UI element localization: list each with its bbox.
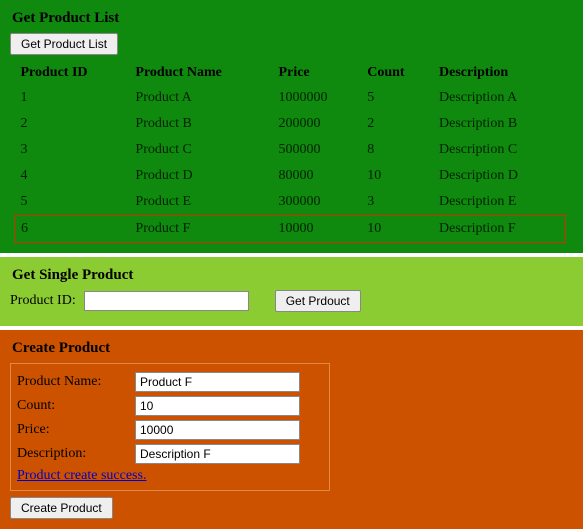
get-single-product-panel: Get Single Product Product ID: Get Prdou… xyxy=(0,257,583,326)
create-product-panel: Create Product Product Name: Count: Pric… xyxy=(0,330,583,529)
table-row[interactable]: 6Product F1000010Description F xyxy=(15,216,566,243)
col-description: Description xyxy=(433,61,565,85)
cell-count: 2 xyxy=(361,111,433,137)
cell-desc: Description C xyxy=(433,137,565,163)
cell-price: 10000 xyxy=(273,216,362,243)
get-single-product-title: Get Single Product xyxy=(12,267,573,284)
cell-desc: Description A xyxy=(433,85,565,111)
cell-id: 2 xyxy=(15,111,130,137)
get-product-list-panel: Get Product List Get Product List Produc… xyxy=(0,0,583,253)
cell-id: 4 xyxy=(15,163,130,189)
cell-count: 8 xyxy=(361,137,433,163)
col-product-id: Product ID xyxy=(15,61,130,85)
product-name-input[interactable] xyxy=(135,372,300,392)
cell-id: 3 xyxy=(15,137,130,163)
product-id-input[interactable] xyxy=(84,291,249,311)
create-product-button[interactable]: Create Product xyxy=(10,497,113,519)
cell-name: Product D xyxy=(129,163,272,189)
col-product-name: Product Name xyxy=(129,61,272,85)
create-status-message: Product create success. xyxy=(17,468,146,483)
col-price: Price xyxy=(273,61,362,85)
product-table: Product ID Product Name Price Count Desc… xyxy=(14,61,566,243)
cell-desc: Description E xyxy=(433,189,565,216)
get-product-list-title: Get Product List xyxy=(12,10,573,27)
product-name-label: Product Name: xyxy=(17,374,127,390)
count-label: Count: xyxy=(17,398,127,414)
cell-name: Product E xyxy=(129,189,272,216)
table-row[interactable]: 2Product B2000002Description B xyxy=(15,111,566,137)
cell-price: 200000 xyxy=(273,111,362,137)
cell-id: 1 xyxy=(15,85,130,111)
cell-count: 10 xyxy=(361,216,433,243)
table-row[interactable]: 3Product C5000008Description C xyxy=(15,137,566,163)
cell-price: 300000 xyxy=(273,189,362,216)
cell-count: 5 xyxy=(361,85,433,111)
product-id-label: Product ID: xyxy=(10,293,76,309)
cell-id: 6 xyxy=(15,216,130,243)
cell-desc: Description F xyxy=(433,216,565,243)
count-input[interactable] xyxy=(135,396,300,416)
cell-name: Product C xyxy=(129,137,272,163)
table-row[interactable]: 4Product D8000010Description D xyxy=(15,163,566,189)
create-product-form: Product Name: Count: Price: Description:… xyxy=(10,363,330,491)
product-table-header-row: Product ID Product Name Price Count Desc… xyxy=(15,61,566,85)
description-input[interactable] xyxy=(135,444,300,464)
cell-desc: Description B xyxy=(433,111,565,137)
cell-name: Product A xyxy=(129,85,272,111)
cell-price: 500000 xyxy=(273,137,362,163)
cell-name: Product F xyxy=(129,216,272,243)
cell-price: 1000000 xyxy=(273,85,362,111)
cell-id: 5 xyxy=(15,189,130,216)
cell-name: Product B xyxy=(129,111,272,137)
get-product-button[interactable]: Get Prdouct xyxy=(275,290,361,312)
cell-count: 3 xyxy=(361,189,433,216)
get-product-list-button[interactable]: Get Product List xyxy=(10,33,118,55)
price-label: Price: xyxy=(17,422,127,438)
cell-desc: Description D xyxy=(433,163,565,189)
cell-count: 10 xyxy=(361,163,433,189)
table-row[interactable]: 1Product A10000005Description A xyxy=(15,85,566,111)
table-row[interactable]: 5Product E3000003Description E xyxy=(15,189,566,216)
col-count: Count xyxy=(361,61,433,85)
cell-price: 80000 xyxy=(273,163,362,189)
description-label: Description: xyxy=(17,446,127,462)
create-product-title: Create Product xyxy=(12,340,573,357)
price-input[interactable] xyxy=(135,420,300,440)
